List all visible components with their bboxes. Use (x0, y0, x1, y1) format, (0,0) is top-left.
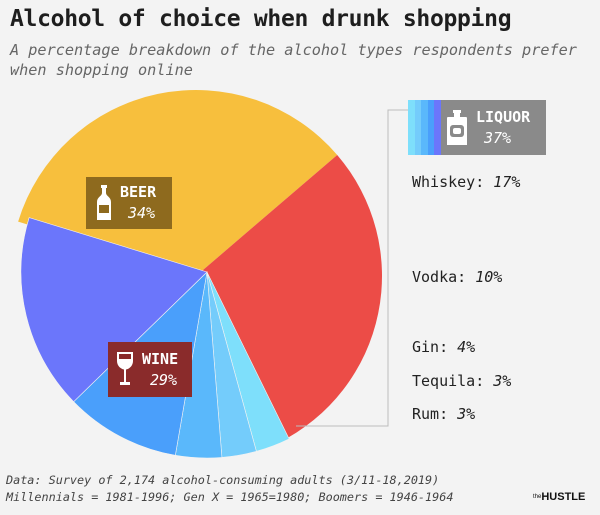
liquor-strip-segment (427, 100, 435, 155)
liquor-color-strip (408, 100, 441, 155)
gin-label-name: Gin: (412, 338, 449, 356)
liquor-bottle-icon (447, 109, 467, 145)
pie-chart (18, 90, 415, 459)
wine-label-value: 29% (150, 370, 178, 389)
footnote: Data: Survey of 2,174 alcohol-consuming … (6, 472, 453, 506)
pie-slice-beer (18, 90, 338, 276)
rum-label-value: 3% (457, 405, 476, 423)
brand-logo: theHUSTLE (533, 491, 585, 503)
beer-label-name: BEER (120, 183, 157, 201)
wine-label-name: WINE (142, 349, 179, 368)
liquor-strip-segment (408, 100, 415, 155)
footnote-source: Data: Survey of 2,174 alcohol-consuming … (6, 473, 440, 487)
pie-slice-whiskey (20, 217, 208, 403)
liquor-strip-segment (434, 100, 441, 155)
liquor-bracket (296, 109, 415, 427)
footnote-generations: Millennials = 1981-1996; Gen X = 1965=19… (6, 490, 454, 504)
brand-logo-small: the (533, 494, 542, 500)
gin-label: Gin: 4% (412, 338, 475, 356)
liquor-strip-segment (421, 100, 428, 155)
whiskey-label: Whiskey: 17% (412, 173, 520, 191)
gin-label-value: 4% (457, 338, 476, 356)
vodka-label: Vodka: 10% (412, 268, 502, 286)
chart-title: Alcohol of choice when drunk shopping (10, 6, 512, 32)
liquor-label-value: 37% (484, 128, 512, 147)
wine-label: WINE 29% (108, 342, 192, 397)
tequila-label: Tequila: 3% (412, 372, 511, 390)
tequila-label-name: Tequila: (412, 372, 485, 390)
brand-logo-name: HUSTLE (541, 491, 586, 503)
chart-subtitle: A percentage breakdown of the alcohol ty… (10, 41, 577, 79)
pie-slice-wine (196, 154, 382, 443)
rum-label: Rum: 3% (412, 405, 475, 423)
liquor-label-name: LIQUOR (476, 107, 531, 126)
beer-bottle-icon (97, 185, 111, 220)
wine-glass-icon (117, 351, 133, 385)
beer-label-value: 34% (128, 204, 156, 222)
whiskey-label-name: Whiskey: (412, 173, 485, 191)
liquor-strip-segment (414, 100, 422, 155)
liquor-label: LIQUOR 37% (408, 100, 546, 155)
vodka-label-name: Vodka: (412, 268, 467, 286)
tequila-label-value: 3% (493, 372, 512, 390)
vodka-label-value: 10% (475, 268, 503, 286)
whiskey-label-value: 17% (493, 173, 521, 191)
rum-label-name: Rum: (412, 405, 449, 423)
beer-label: BEER 34% (86, 177, 172, 229)
